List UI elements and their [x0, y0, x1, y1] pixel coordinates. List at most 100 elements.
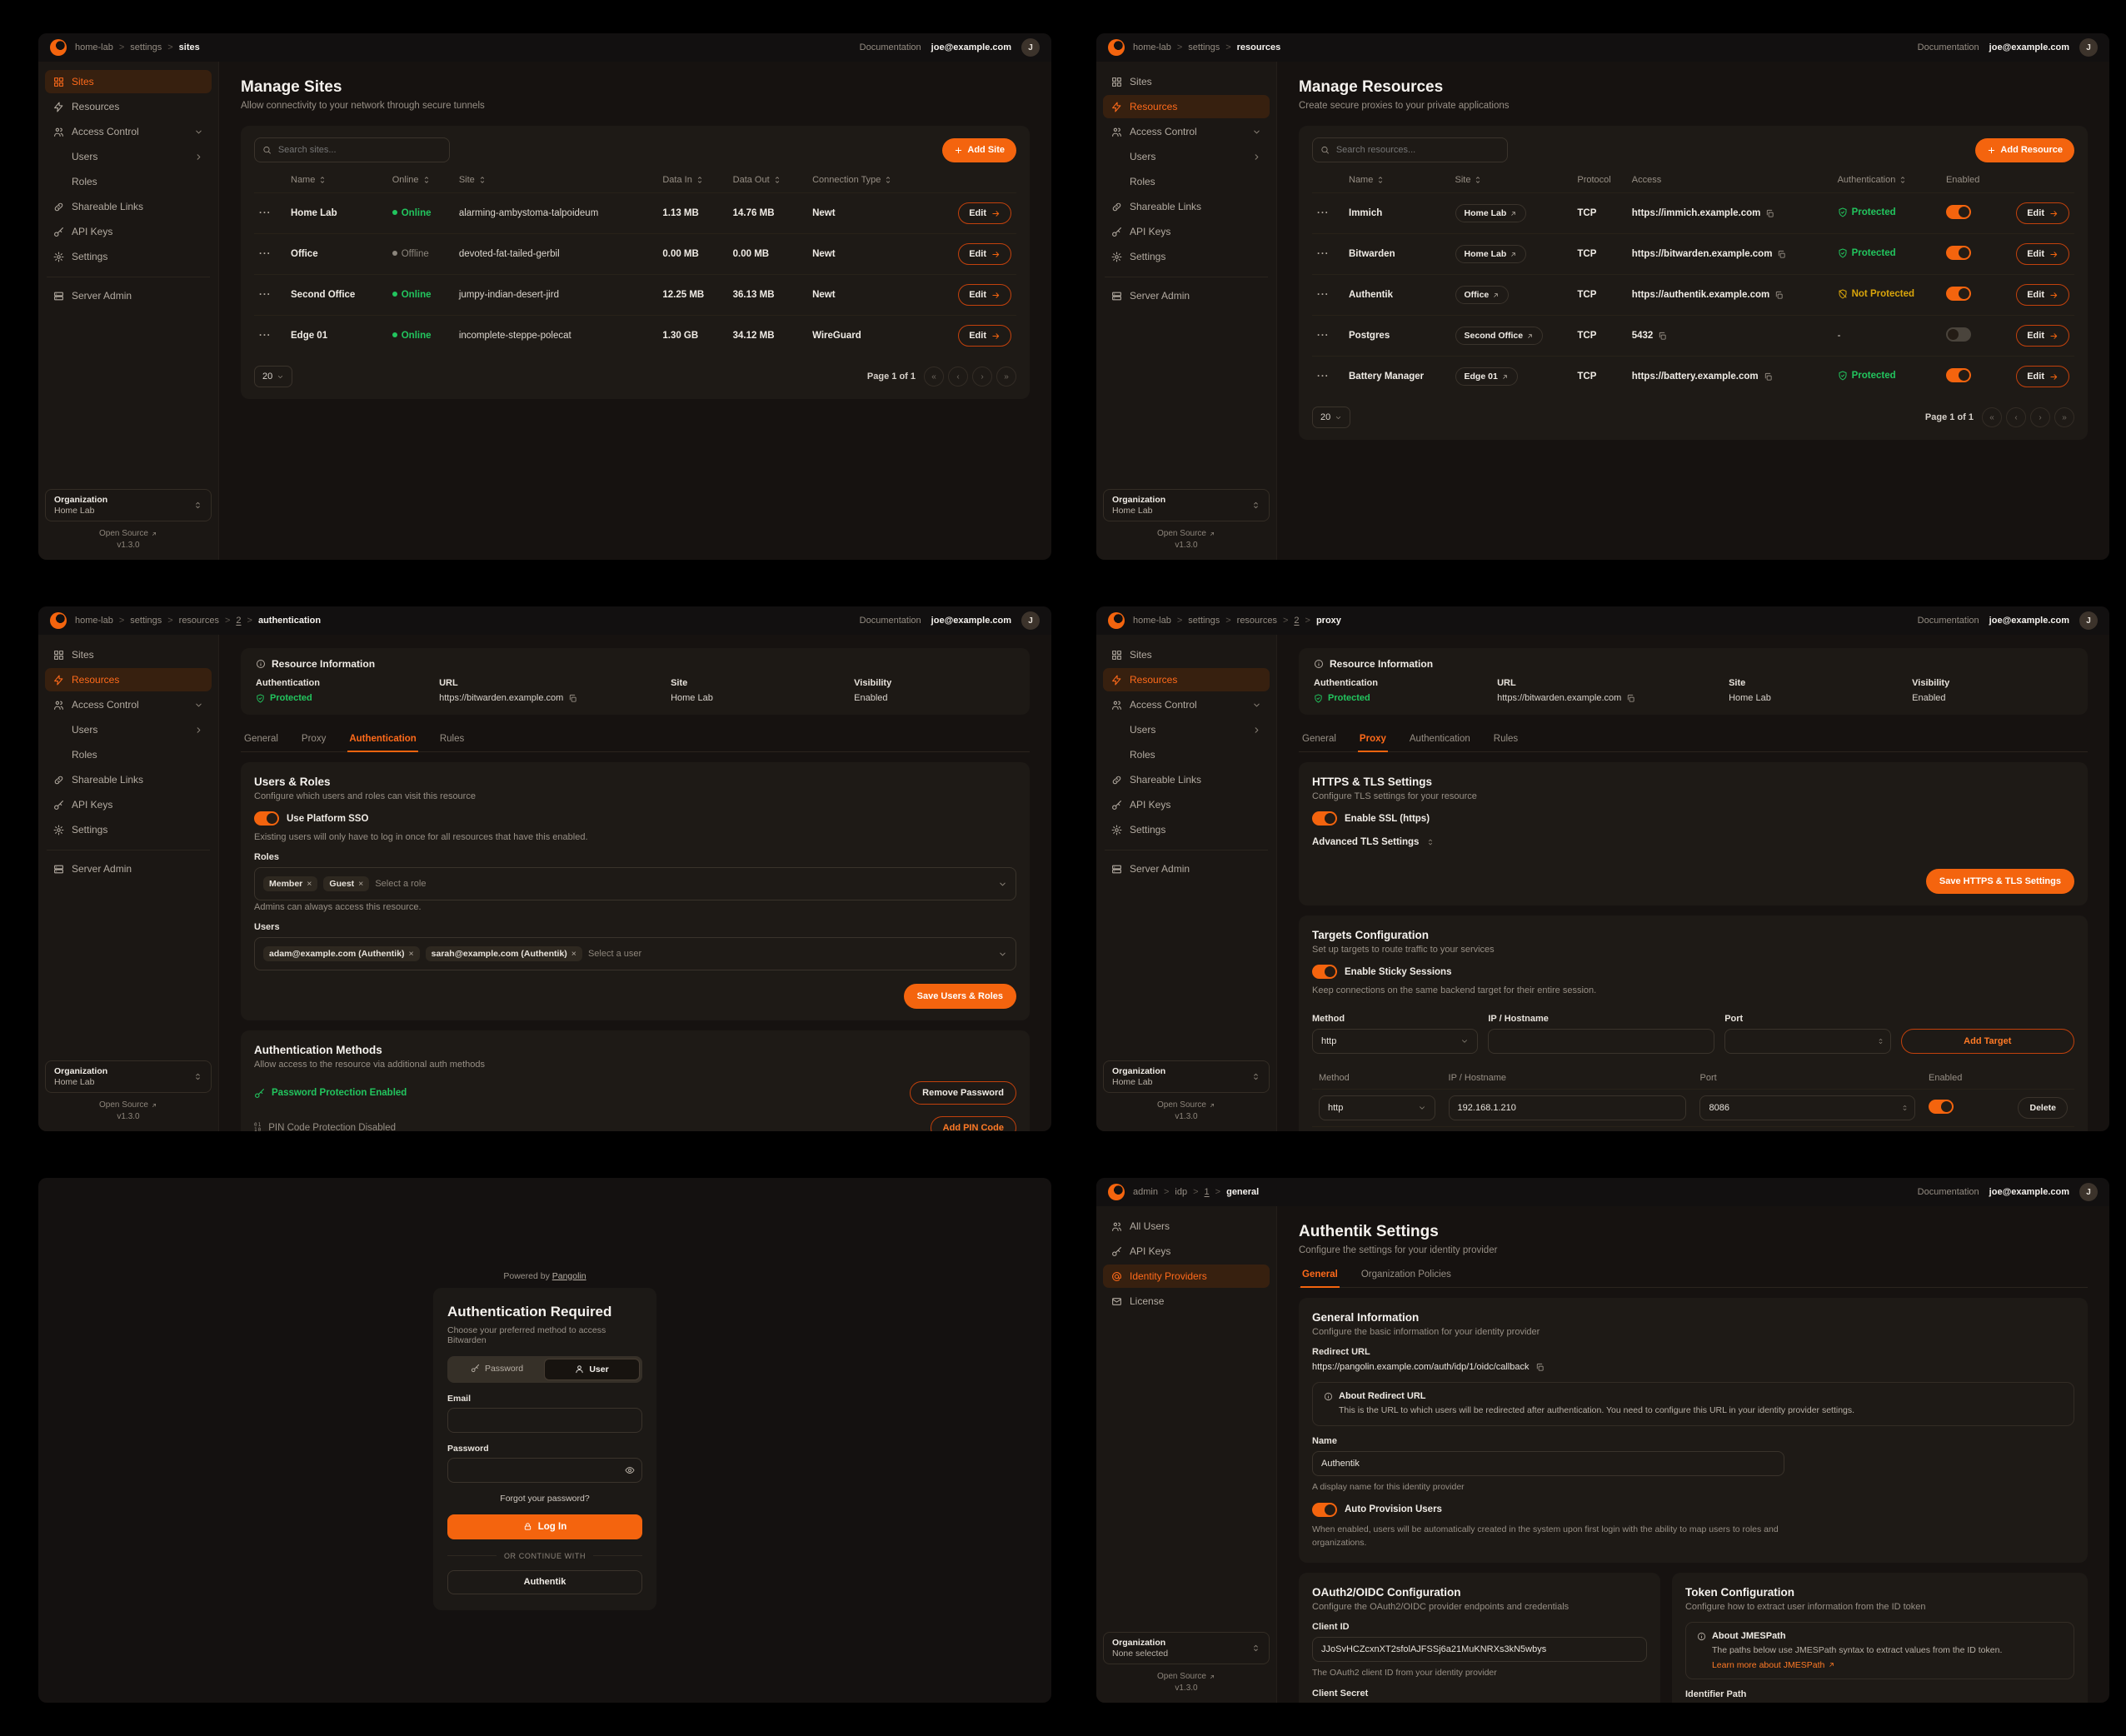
sidebar-item-identity-providers[interactable]: Identity Providers	[1103, 1265, 1270, 1288]
method-select[interactable]: http	[1312, 1029, 1479, 1054]
sidebar-item-api-keys[interactable]: API Keys	[1103, 793, 1270, 816]
sidebar-item-shareable-links[interactable]: Shareable Links	[1103, 195, 1270, 218]
add-site-button[interactable]: Add Site	[942, 137, 1016, 162]
site-link-badge[interactable]: Second Office	[1455, 327, 1544, 345]
enabled-toggle[interactable]	[1945, 205, 1971, 219]
save-users-roles-button[interactable]: Save Users & Roles	[903, 984, 1016, 1009]
breadcrumb-item[interactable]: admin	[1133, 1187, 1158, 1197]
organization-selector[interactable]: Organization Home Lab	[1103, 489, 1270, 521]
users-select[interactable]: adam@example.com (Authentik) × sarah@exam…	[254, 937, 1016, 970]
sidebar-item-sites[interactable]: Sites	[45, 70, 212, 93]
avatar[interactable]: J	[1021, 38, 1040, 57]
enabled-toggle[interactable]	[1945, 327, 1971, 342]
sticky-sessions-toggle[interactable]	[1312, 965, 1337, 979]
next-page-button[interactable]: ›	[2030, 407, 2050, 427]
sidebar-item-shareable-links[interactable]: Shareable Links	[45, 768, 212, 791]
advanced-tls-expander[interactable]: Advanced TLS Settings	[1312, 837, 1420, 847]
breadcrumb-item[interactable]: 2	[236, 616, 242, 626]
breadcrumb-item[interactable]: settings	[130, 616, 162, 626]
site-link-badge[interactable]: Home Lab	[1455, 204, 1527, 222]
organization-selector[interactable]: Organization Home Lab	[45, 1060, 212, 1093]
column-header[interactable]: Site	[1450, 167, 1573, 193]
sidebar-item-roles[interactable]: Roles	[1130, 176, 1155, 187]
sidebar-item-settings[interactable]: Settings	[1103, 818, 1270, 841]
sidebar-item-resources[interactable]: Resources	[45, 95, 212, 118]
search-input[interactable]	[1334, 144, 1500, 156]
sidebar-item-sites[interactable]: Sites	[1103, 70, 1270, 93]
open-source-link[interactable]: Open Source	[1157, 529, 1215, 538]
column-header[interactable]: Site	[454, 167, 658, 193]
open-source-link[interactable]: Open Source	[1157, 1672, 1215, 1681]
edit-button[interactable]: Edit	[2016, 325, 2069, 347]
add-resource-button[interactable]: Add Resource	[1975, 137, 2074, 162]
open-source-link[interactable]: Open Source	[1157, 1100, 1215, 1110]
user-email[interactable]: joe@example.com	[1989, 42, 2069, 52]
row-menu-button[interactable]: ···	[1312, 356, 1344, 397]
column-header[interactable]: Connection Type	[807, 167, 931, 193]
column-header[interactable]: Name	[1344, 167, 1450, 193]
row-menu-button[interactable]: ···	[1312, 233, 1344, 275]
sidebar-item-server-admin[interactable]: Server Admin	[45, 284, 212, 307]
tab-rules[interactable]: Rules	[439, 734, 465, 744]
edit-button[interactable]: Edit	[2016, 366, 2069, 387]
sidebar-item-access-control[interactable]: Access Control	[45, 693, 212, 716]
row-menu-button[interactable]: ···	[1312, 315, 1344, 357]
open-source-link[interactable]: Open Source	[99, 529, 157, 538]
site-link-badge[interactable]: Home Lab	[1455, 245, 1527, 263]
avatar[interactable]: J	[2079, 1183, 2098, 1201]
edit-button[interactable]: Edit	[958, 243, 1011, 265]
target-enabled-toggle[interactable]	[1928, 1100, 1954, 1114]
breadcrumb-item[interactable]: idp	[1175, 1187, 1188, 1197]
avatar[interactable]: J	[2079, 38, 2098, 57]
sidebar-item-api-keys[interactable]: API Keys	[1103, 220, 1270, 243]
sidebar-item-server-admin[interactable]: Server Admin	[45, 857, 212, 880]
sidebar-item-settings[interactable]: Settings	[1103, 245, 1270, 268]
remove-chip-icon[interactable]: ×	[408, 949, 414, 959]
user-email[interactable]: joe@example.com	[1989, 616, 2069, 626]
roles-select[interactable]: Member × Guest × Select a role	[254, 867, 1016, 900]
breadcrumb-item[interactable]: settings	[1188, 616, 1220, 626]
prev-page-button[interactable]: ‹	[2006, 407, 2026, 427]
tab-rules[interactable]: Rules	[1493, 734, 1519, 744]
tab-general[interactable]: General	[1300, 1264, 1340, 1288]
breadcrumb-item[interactable]: settings	[1188, 42, 1220, 52]
sidebar-item-shareable-links[interactable]: Shareable Links	[45, 195, 212, 218]
tab-authentication[interactable]: Authentication	[1409, 734, 1470, 744]
enabled-toggle[interactable]	[1945, 368, 1971, 382]
stepper-icon[interactable]	[1901, 1103, 1909, 1113]
edit-button[interactable]: Edit	[958, 284, 1011, 306]
sidebar-item-users[interactable]: Users	[1103, 718, 1270, 741]
delete-target-button[interactable]: Delete	[2018, 1097, 2068, 1119]
sidebar-item-server-admin[interactable]: Server Admin	[1103, 857, 1270, 880]
forgot-password-link[interactable]: Forgot your password?	[500, 1493, 590, 1504]
sidebar-item-users[interactable]: Users	[45, 145, 212, 168]
remove-chip-icon[interactable]: ×	[358, 879, 364, 889]
tab-authentication[interactable]: Authentication	[347, 728, 418, 752]
row-menu-button[interactable]: ···	[1312, 192, 1344, 234]
column-header[interactable]: Authentication	[1833, 167, 1941, 193]
sidebar-item-settings[interactable]: Settings	[45, 818, 212, 841]
edit-button[interactable]: Edit	[958, 325, 1011, 347]
enabled-toggle[interactable]	[1945, 246, 1971, 260]
breadcrumb-item[interactable]: home-lab	[75, 42, 113, 52]
sidebar-item-sites[interactable]: Sites	[1103, 643, 1270, 666]
sidebar-item-server-admin[interactable]: Server Admin	[1103, 284, 1270, 307]
next-page-button[interactable]: ›	[972, 367, 992, 387]
sidebar-item-sites[interactable]: Sites	[45, 643, 212, 666]
sidebar-item-access-control[interactable]: Access Control	[1103, 693, 1270, 716]
documentation-link[interactable]: Documentation	[1917, 616, 1979, 626]
breadcrumb-item[interactable]: resources	[178, 616, 219, 626]
breadcrumb-item[interactable]: resources	[1236, 616, 1277, 626]
open-source-link[interactable]: Open Source	[99, 1100, 157, 1110]
breadcrumb-item[interactable]: home-lab	[75, 616, 113, 626]
sidebar-item-access-control[interactable]: Access Control	[45, 120, 212, 143]
ip-hostname-input[interactable]	[1488, 1029, 1715, 1054]
row-menu-button[interactable]: ···	[1312, 274, 1344, 316]
tab-proxy[interactable]: Proxy	[1357, 728, 1388, 752]
organization-selector[interactable]: Organization None selected	[1103, 1632, 1270, 1664]
user-email[interactable]: joe@example.com	[1989, 1187, 2069, 1197]
sidebar-item-roles[interactable]: Roles	[72, 176, 97, 187]
eye-icon[interactable]	[625, 1465, 635, 1475]
edit-button[interactable]: Edit	[2016, 284, 2069, 306]
idp-name-input[interactable]	[1312, 1451, 1785, 1477]
